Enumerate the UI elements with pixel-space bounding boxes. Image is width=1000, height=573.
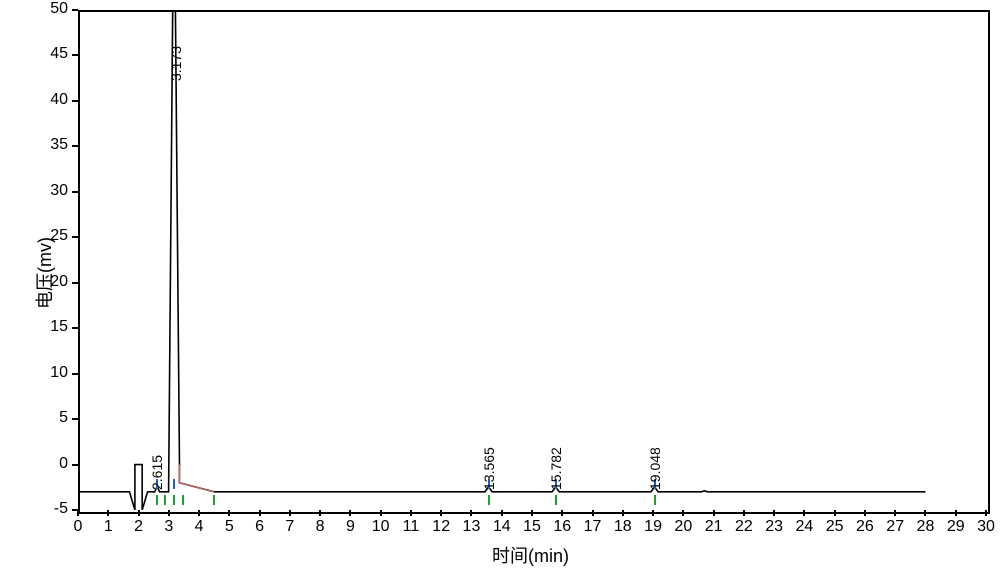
peak-label: 2.615: [149, 455, 165, 490]
peak-marker-bottom: [182, 495, 184, 505]
peak-label: 13.565: [481, 447, 497, 490]
peak-marker-bottom: [156, 495, 158, 505]
peak-label: 15.782: [548, 447, 564, 490]
peak-marker-bottom: [654, 495, 656, 505]
peak-marker-top: [173, 479, 175, 489]
peak-marker-bottom: [555, 495, 557, 505]
chromatogram-chart: -505101520253035404550012345678910111213…: [0, 0, 1000, 573]
peak-marker-bottom: [488, 495, 490, 505]
peak-marker-bottom: [213, 495, 215, 505]
peak-marker-bottom: [164, 495, 166, 505]
peak-marker-bottom: [173, 495, 175, 505]
peak-label: 3.173: [168, 46, 184, 81]
peak-label: 19.048: [647, 447, 663, 490]
